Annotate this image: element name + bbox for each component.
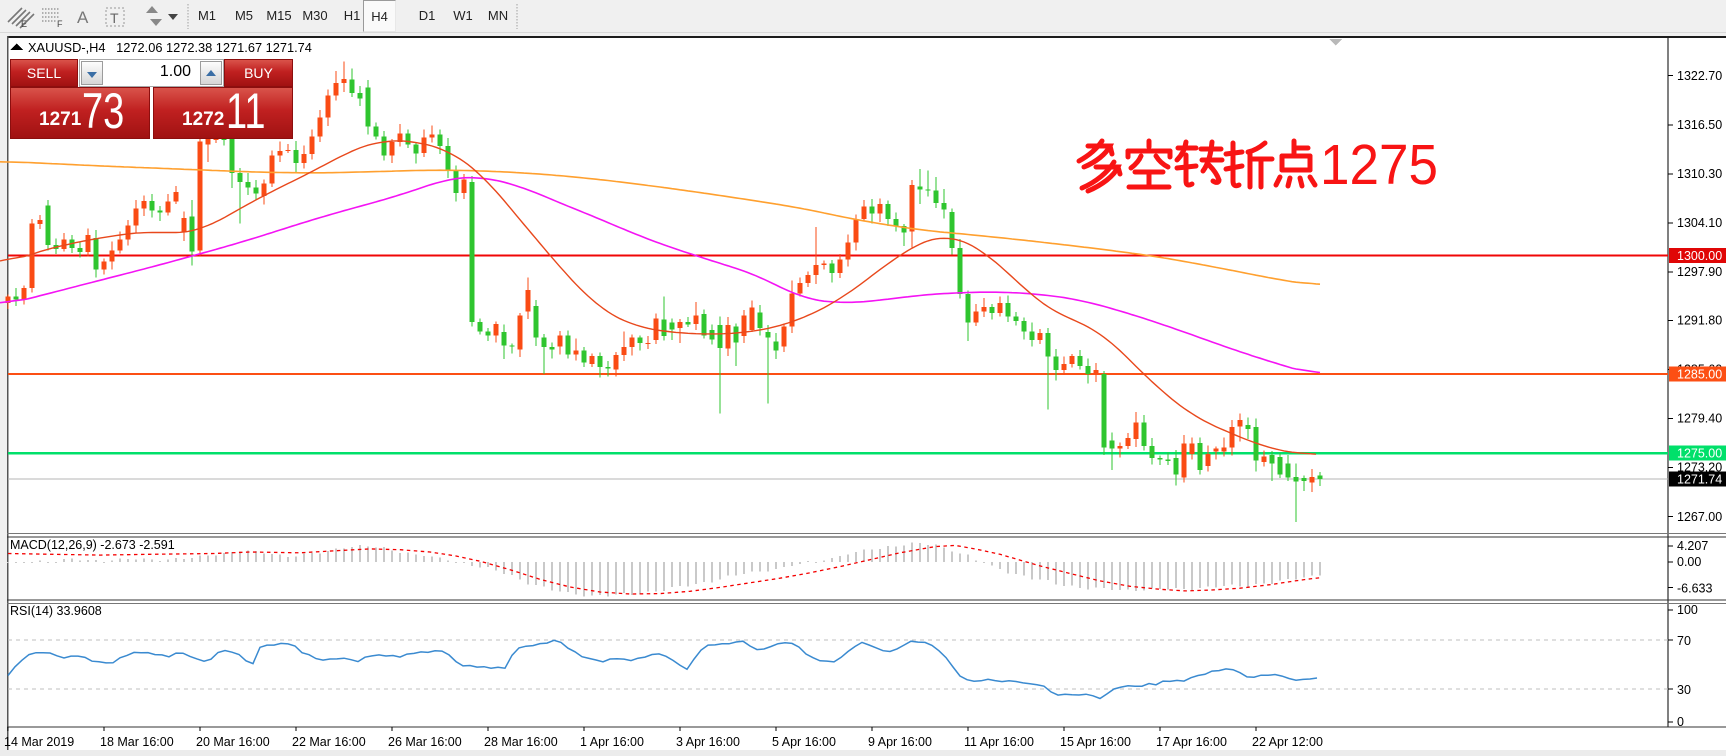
svg-text:11 Apr 16:00: 11 Apr 16:00 [964, 735, 1034, 749]
svg-text:1273.20: 1273.20 [1677, 461, 1722, 475]
svg-text:1267.00: 1267.00 [1677, 510, 1722, 524]
svg-text:22 Mar 16:00: 22 Mar 16:00 [292, 735, 366, 749]
svg-text:100: 100 [1677, 603, 1698, 617]
svg-text:T: T [110, 10, 119, 26]
svg-text:1297.90: 1297.90 [1677, 265, 1722, 279]
svg-text:1310.30: 1310.30 [1677, 167, 1722, 181]
svg-text:MACD(12,26,9) -2.673 -2.591: MACD(12,26,9) -2.673 -2.591 [10, 538, 175, 552]
svg-text:1279.40: 1279.40 [1677, 412, 1722, 426]
svg-text:1275: 1275 [1320, 133, 1438, 197]
svg-text:1322.70: 1322.70 [1677, 69, 1722, 83]
svg-text:22 Apr 12:00: 22 Apr 12:00 [1252, 735, 1323, 749]
svg-text:1291.80: 1291.80 [1677, 314, 1722, 328]
svg-text:9 Apr 16:00: 9 Apr 16:00 [868, 735, 932, 749]
svg-text:18 Mar 16:00: 18 Mar 16:00 [100, 735, 174, 749]
svg-text:1300.00: 1300.00 [1677, 249, 1722, 263]
svg-text:17 Apr 16:00: 17 Apr 16:00 [1156, 735, 1227, 749]
svg-text:RSI(14) 33.9608: RSI(14) 33.9608 [10, 604, 102, 618]
svg-text:5 Apr 16:00: 5 Apr 16:00 [772, 735, 836, 749]
svg-text:30: 30 [1677, 683, 1691, 697]
svg-text:1271.74: 1271.74 [1677, 473, 1722, 487]
svg-text:4.207: 4.207 [1677, 539, 1708, 553]
svg-text:-6.633: -6.633 [1677, 582, 1712, 596]
svg-text:3 Apr 16:00: 3 Apr 16:00 [676, 735, 740, 749]
svg-text:E: E [21, 19, 27, 29]
svg-text:15 Apr 16:00: 15 Apr 16:00 [1060, 735, 1131, 749]
svg-text:A: A [77, 8, 89, 27]
svg-text:XAUUSD-,H4 1272.06 1272.38 1: XAUUSD-,H4 1272.06 1272.38 1271.67 1271.… [28, 40, 312, 55]
svg-text:0.00: 0.00 [1677, 555, 1701, 569]
svg-text:28 Mar 16:00: 28 Mar 16:00 [484, 735, 558, 749]
svg-text:1275.00: 1275.00 [1677, 447, 1722, 461]
svg-text:14 Mar 2019: 14 Mar 2019 [4, 735, 74, 749]
svg-text:0: 0 [1677, 715, 1684, 729]
svg-text:20 Mar 16:00: 20 Mar 16:00 [196, 735, 270, 749]
svg-text:26 Mar 16:00: 26 Mar 16:00 [388, 735, 462, 749]
svg-text:1285.00: 1285.00 [1677, 368, 1722, 382]
svg-text:1316.50: 1316.50 [1677, 118, 1722, 132]
svg-text:F: F [57, 19, 63, 29]
svg-text:70: 70 [1677, 634, 1691, 648]
svg-text:1 Apr 16:00: 1 Apr 16:00 [580, 735, 644, 749]
svg-text:1304.10: 1304.10 [1677, 216, 1722, 230]
